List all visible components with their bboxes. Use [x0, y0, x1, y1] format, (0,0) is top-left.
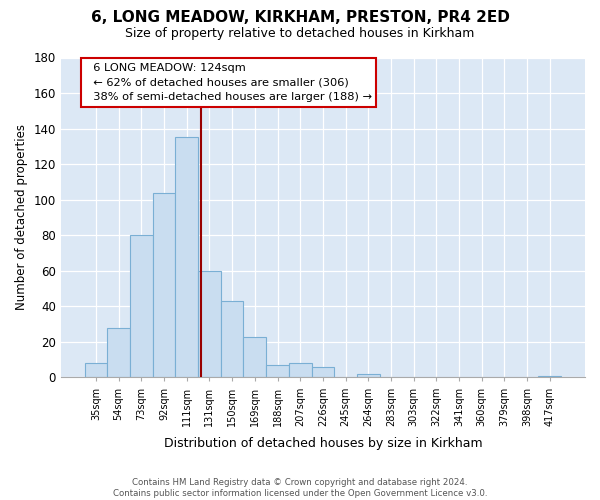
Bar — [357, 374, 380, 378]
Bar — [198, 271, 221, 378]
Text: Contains HM Land Registry data © Crown copyright and database right 2024.
Contai: Contains HM Land Registry data © Crown c… — [113, 478, 487, 498]
X-axis label: Distribution of detached houses by size in Kirkham: Distribution of detached houses by size … — [164, 437, 482, 450]
Text: Size of property relative to detached houses in Kirkham: Size of property relative to detached ho… — [125, 28, 475, 40]
Bar — [221, 301, 244, 378]
Bar — [85, 364, 107, 378]
Text: 6, LONG MEADOW, KIRKHAM, PRESTON, PR4 2ED: 6, LONG MEADOW, KIRKHAM, PRESTON, PR4 2E… — [91, 10, 509, 25]
Bar — [175, 138, 198, 378]
Bar — [130, 236, 152, 378]
Bar — [266, 365, 289, 378]
Bar — [152, 192, 175, 378]
Y-axis label: Number of detached properties: Number of detached properties — [15, 124, 28, 310]
Bar — [538, 376, 561, 378]
Bar — [289, 364, 311, 378]
Text: 6 LONG MEADOW: 124sqm
  ← 62% of detached houses are smaller (306)
  38% of semi: 6 LONG MEADOW: 124sqm ← 62% of detached … — [86, 63, 372, 102]
Bar — [244, 336, 266, 378]
Bar — [311, 367, 334, 378]
Bar — [107, 328, 130, 378]
